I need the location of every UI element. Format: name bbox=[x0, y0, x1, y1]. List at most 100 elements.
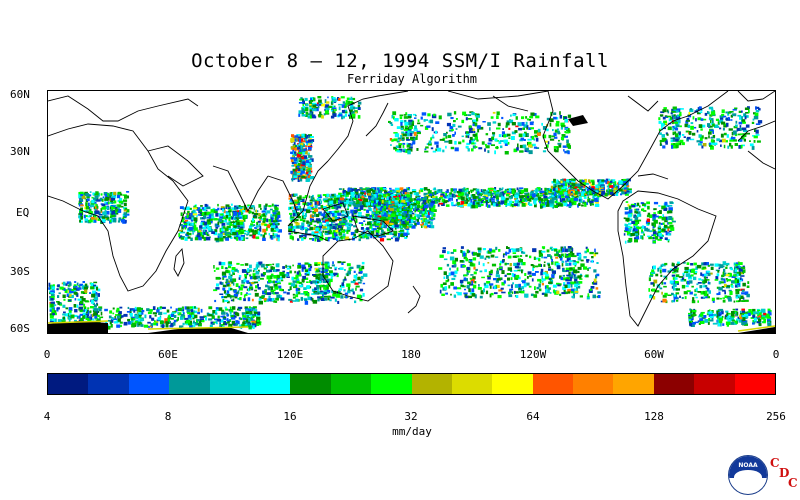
rain-cell bbox=[297, 262, 301, 266]
rain-cell bbox=[409, 191, 413, 195]
rain-cell bbox=[305, 162, 310, 166]
rain-cell bbox=[123, 313, 128, 317]
rain-cell bbox=[671, 292, 674, 296]
rain-cell bbox=[425, 222, 428, 225]
rain-cell bbox=[300, 198, 305, 202]
rain-cell bbox=[517, 269, 521, 272]
rain-cell bbox=[470, 189, 474, 192]
rain-cell bbox=[301, 228, 304, 231]
rain-cell bbox=[488, 271, 491, 275]
rain-cell bbox=[624, 192, 629, 196]
rain-cell bbox=[319, 227, 322, 231]
rain-cell bbox=[254, 227, 258, 229]
rain-cell bbox=[79, 199, 83, 201]
rain-cell bbox=[336, 206, 342, 209]
rain-cell bbox=[546, 188, 551, 190]
rain-cell bbox=[298, 175, 301, 179]
rain-cell bbox=[219, 281, 222, 285]
map-canvas bbox=[48, 91, 775, 333]
rain-cell bbox=[413, 216, 416, 220]
rain-cell bbox=[259, 219, 262, 221]
rain-cell bbox=[274, 217, 277, 222]
rain-cell bbox=[490, 269, 493, 274]
rain-cell bbox=[437, 203, 440, 207]
rain-cell bbox=[483, 189, 487, 191]
rain-cell bbox=[718, 287, 723, 291]
rain-cell bbox=[568, 255, 571, 258]
rain-cell bbox=[234, 296, 238, 299]
rain-cell bbox=[357, 276, 361, 281]
rain-cell bbox=[589, 181, 591, 184]
rain-cell bbox=[394, 226, 397, 230]
rain-cell bbox=[420, 223, 423, 226]
rain-cell bbox=[540, 203, 545, 206]
rain-cell bbox=[417, 197, 421, 199]
rain-cell bbox=[366, 187, 370, 192]
rain-cell bbox=[196, 215, 198, 217]
rain-cell bbox=[301, 278, 305, 283]
rain-cell bbox=[446, 263, 450, 267]
rain-cell bbox=[327, 297, 330, 301]
rain-cell bbox=[346, 208, 349, 210]
rain-cell bbox=[235, 291, 239, 296]
rain-cell bbox=[553, 248, 558, 252]
rain-cell bbox=[87, 307, 90, 309]
rain-cell bbox=[742, 282, 746, 287]
rain-cell bbox=[514, 194, 519, 199]
rain-cell bbox=[305, 171, 309, 175]
rain-cell bbox=[423, 192, 428, 196]
rain-cell bbox=[491, 263, 497, 267]
rain-cell bbox=[215, 312, 218, 315]
rain-cell bbox=[501, 259, 505, 263]
rain-cell bbox=[499, 263, 502, 266]
rain-cell bbox=[237, 297, 241, 300]
rain-cell bbox=[742, 269, 746, 273]
rain-cell bbox=[113, 191, 117, 196]
rain-cell bbox=[244, 230, 249, 233]
rain-cell bbox=[391, 237, 393, 240]
rain-cell bbox=[270, 218, 274, 223]
rain-cell bbox=[271, 203, 274, 207]
rain-cell bbox=[712, 300, 715, 303]
rain-cell bbox=[282, 270, 285, 273]
rain-cell bbox=[229, 284, 232, 287]
rain-cell bbox=[724, 295, 728, 298]
rain-cell bbox=[265, 298, 270, 302]
rain-cell bbox=[262, 213, 266, 217]
rain-cell bbox=[620, 193, 623, 196]
rain-cell bbox=[388, 200, 392, 204]
rain-cell bbox=[564, 191, 567, 195]
rain-cell bbox=[226, 313, 229, 317]
rain-cell bbox=[301, 175, 306, 179]
rain-cell bbox=[84, 218, 89, 221]
rain-cell bbox=[238, 309, 241, 311]
rain-cell bbox=[200, 231, 203, 236]
rain-cell bbox=[350, 191, 354, 196]
rain-cell bbox=[450, 271, 455, 276]
rain-cell bbox=[369, 214, 373, 218]
rain-cell bbox=[397, 195, 402, 200]
rain-cell bbox=[592, 196, 595, 199]
rain-cell bbox=[698, 278, 702, 281]
rain-cell bbox=[238, 277, 241, 280]
rain-cell bbox=[174, 310, 177, 313]
rain-cell bbox=[373, 207, 376, 210]
rain-cell bbox=[219, 233, 223, 238]
rain-cell bbox=[80, 207, 83, 212]
rain-cell bbox=[108, 195, 112, 197]
rain-cell bbox=[123, 199, 128, 202]
rain-cell bbox=[587, 196, 590, 199]
rain-cell bbox=[361, 190, 366, 193]
rain-cell bbox=[652, 296, 656, 300]
rain-cell bbox=[366, 189, 372, 193]
rain-cell bbox=[581, 204, 584, 207]
rain-cell bbox=[213, 231, 218, 236]
rain-cell bbox=[561, 201, 564, 204]
rain-cell bbox=[274, 207, 278, 210]
rain-cell bbox=[649, 275, 654, 277]
rain-cell bbox=[554, 184, 557, 186]
rain-cell bbox=[300, 136, 303, 138]
rain-cell bbox=[402, 221, 406, 225]
rain-cell bbox=[498, 187, 502, 191]
rain-cell bbox=[357, 214, 362, 218]
